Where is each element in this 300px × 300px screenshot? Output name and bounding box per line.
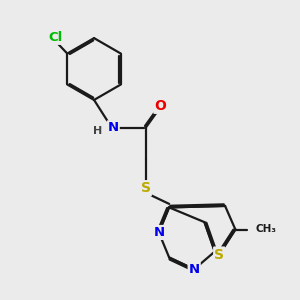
Text: S: S (141, 181, 151, 195)
Text: Cl: Cl (48, 31, 63, 44)
Text: N: N (108, 122, 119, 134)
Text: N: N (189, 263, 200, 276)
Text: N: N (153, 226, 164, 239)
Text: S: S (214, 248, 224, 262)
Text: H: H (93, 126, 103, 136)
Text: CH₃: CH₃ (256, 224, 277, 235)
Text: S: S (141, 181, 151, 195)
Text: O: O (154, 99, 166, 113)
